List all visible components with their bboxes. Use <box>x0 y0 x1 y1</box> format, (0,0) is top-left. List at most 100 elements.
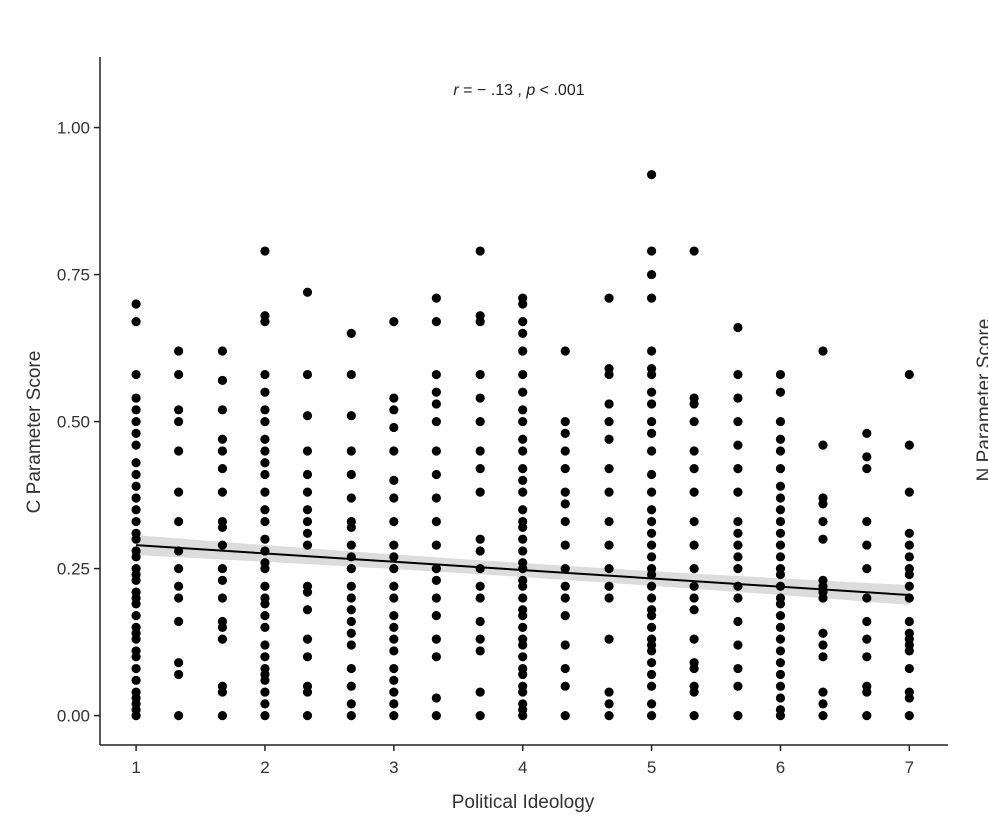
data-point <box>518 663 528 674</box>
data-point <box>131 546 141 556</box>
data-point <box>346 663 356 674</box>
data-point <box>733 369 743 380</box>
data-point <box>475 369 485 380</box>
data-point <box>131 675 141 685</box>
data-point <box>131 528 141 538</box>
data-point <box>389 475 399 485</box>
data-point <box>131 405 141 415</box>
data-point <box>518 575 528 585</box>
data-point <box>475 464 485 474</box>
data-point <box>862 634 872 644</box>
data-point <box>217 375 228 386</box>
data-point <box>646 710 657 721</box>
data-point <box>431 693 441 703</box>
data-point <box>818 640 828 650</box>
data-point <box>260 558 270 568</box>
data-point <box>689 487 699 497</box>
data-point <box>862 464 872 474</box>
data-point <box>431 416 441 427</box>
data-point <box>862 681 872 691</box>
data-point <box>217 593 228 603</box>
data-point <box>775 646 786 656</box>
data-point <box>646 605 657 615</box>
data-point <box>260 487 270 497</box>
data-point <box>646 552 657 562</box>
data-point <box>646 346 657 356</box>
data-point <box>775 540 786 550</box>
data-point <box>431 634 441 644</box>
data-point <box>217 346 228 356</box>
data-point <box>302 710 313 721</box>
data-point <box>818 493 828 503</box>
data-point <box>431 469 441 480</box>
data-point <box>518 328 528 338</box>
data-point <box>560 640 570 650</box>
data-point <box>775 434 786 444</box>
data-point <box>646 416 657 427</box>
data-point <box>818 687 828 697</box>
data-point <box>217 710 228 721</box>
data-point <box>733 616 743 627</box>
data-point <box>604 581 614 591</box>
data-point <box>646 399 657 409</box>
data-point <box>560 464 570 474</box>
data-point <box>302 540 313 550</box>
data-point <box>131 458 141 468</box>
data-point <box>389 687 399 697</box>
data-point <box>733 440 743 450</box>
data-point <box>904 440 914 450</box>
data-point <box>518 346 528 356</box>
data-point <box>604 634 614 644</box>
data-point <box>775 658 786 668</box>
data-point <box>733 593 743 603</box>
data-point <box>131 416 141 427</box>
data-point <box>560 428 570 438</box>
data-point <box>733 640 743 650</box>
data-point <box>604 699 614 709</box>
data-point <box>260 446 270 456</box>
data-point <box>775 516 786 527</box>
data-point <box>302 411 313 421</box>
data-point <box>604 293 614 303</box>
data-point <box>604 464 614 474</box>
p-value: < .001 <box>535 82 584 99</box>
data-point <box>604 563 614 574</box>
data-point <box>131 440 141 450</box>
x-tick-label: 4 <box>518 758 527 777</box>
data-point <box>346 411 356 421</box>
data-point <box>733 516 743 527</box>
data-point <box>475 687 485 697</box>
data-point <box>775 611 786 621</box>
data-point <box>389 422 399 433</box>
data-point <box>518 434 528 444</box>
r-value: = − .13 , <box>459 82 527 99</box>
data-point <box>174 369 184 380</box>
data-point <box>475 710 485 721</box>
x-tick-label: 2 <box>260 758 269 777</box>
data-point <box>518 593 528 603</box>
data-point <box>389 710 399 721</box>
data-point <box>389 646 399 656</box>
data-point <box>518 475 528 485</box>
data-point <box>646 269 657 280</box>
data-point <box>818 440 828 450</box>
data-point <box>775 416 786 427</box>
data-point <box>260 246 270 256</box>
data-point <box>431 611 441 621</box>
data-point <box>217 487 228 497</box>
data-point <box>904 540 914 550</box>
data-point <box>431 563 441 574</box>
data-point <box>733 464 743 474</box>
data-point <box>260 369 270 380</box>
data-point <box>775 369 786 380</box>
data-point <box>389 611 399 621</box>
data-point <box>131 369 141 380</box>
data-point <box>689 581 699 591</box>
data-point <box>862 452 872 462</box>
data-point <box>346 563 356 574</box>
data-point <box>775 528 786 538</box>
y-tick-label: 1.00 <box>57 119 90 138</box>
data-point <box>689 446 699 456</box>
data-point <box>174 710 184 721</box>
